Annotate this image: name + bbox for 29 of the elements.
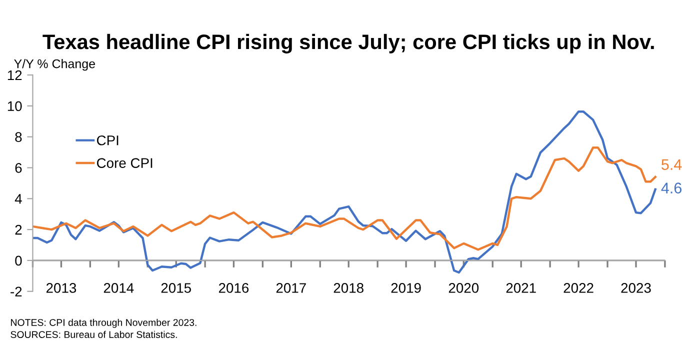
annotation: 4.6 xyxy=(661,182,682,194)
x-tick-label: 2023 xyxy=(621,283,651,293)
y-tick-label: 0 xyxy=(15,256,22,266)
x-tick-label: 2014 xyxy=(104,283,134,293)
x-tick-label: 2013 xyxy=(46,283,76,293)
x-tick-label: 2019 xyxy=(391,283,421,293)
y-tick-label: -2 xyxy=(10,286,22,296)
line-series xyxy=(32,146,656,251)
chart-title: Texas headline CPI rising since July; core CPI ticks up in Nov. xyxy=(42,34,654,54)
source-note: SOURCES: Bureau of Labor Statistics. xyxy=(10,330,177,338)
y-axis-title: Y/Y % Change xyxy=(14,59,95,71)
x-tick-label: 2022 xyxy=(564,283,594,293)
y-tick-label: 4 xyxy=(14,194,22,204)
x-tick-label: 2018 xyxy=(334,283,364,293)
x-tick-label: 2015 xyxy=(161,283,191,293)
x-tick-label: 2017 xyxy=(276,283,306,293)
legend-label: Core CPI xyxy=(96,158,152,168)
y-tick-label: 10 xyxy=(8,101,22,112)
text: NOTES: CPI data through November 2023. xyxy=(11,318,196,328)
x-tick-label: 2021 xyxy=(506,283,536,293)
legend-label: CPI xyxy=(96,135,118,146)
x-tick-label: 2016 xyxy=(218,283,249,293)
line-series xyxy=(32,110,656,274)
y-tick-label: 2 xyxy=(15,224,22,235)
y-tick-label: 8 xyxy=(15,132,22,142)
y-tick-label: 12 xyxy=(8,70,22,80)
annotation: 5.4 xyxy=(662,159,682,170)
x-tick-label: 2020 xyxy=(448,283,479,293)
y-tick-label: 6 xyxy=(15,163,22,173)
